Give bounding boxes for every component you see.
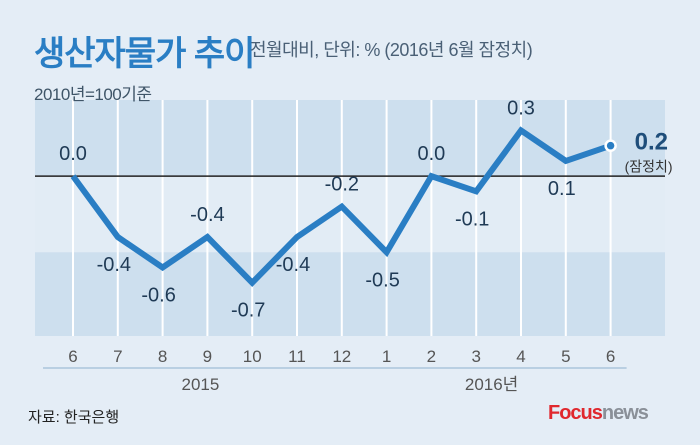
logo-part1: Focus <box>548 402 603 424</box>
series-line <box>70 126 612 287</box>
data-label: 0.0 <box>59 143 87 165</box>
data-label: -0.5 <box>365 269 399 291</box>
data-label: -0.7 <box>231 300 265 322</box>
last-point-note: (잠정치) <box>625 159 673 175</box>
source-note: 자료: 한국은행 <box>28 409 120 426</box>
x-tick-label: 1 <box>382 347 391 366</box>
x-tick-label: 12 <box>332 347 351 366</box>
x-tick-label: 10 <box>243 347 262 366</box>
x-tick-label: 2 <box>427 347 436 366</box>
data-label: 0.1 <box>548 178 576 200</box>
x-tick-label: 9 <box>203 347 212 366</box>
data-label: -0.4 <box>276 254 310 276</box>
x-tick-label: 11 <box>288 347 306 366</box>
x-tick-label: 7 <box>113 347 122 366</box>
band-lower <box>35 252 665 336</box>
chart-subtitle: 전월대비, 단위: % (2016년 6월 잠정치) <box>250 40 533 60</box>
data-label: 0.2 <box>635 129 668 156</box>
data-label: -0.2 <box>325 174 359 196</box>
year-label: 2015 <box>181 375 219 394</box>
logo-part2: news <box>601 402 649 424</box>
x-tick-label: 4 <box>516 347 525 366</box>
x-tick-label: 6 <box>68 347 77 366</box>
base-note: 2010년=100기준 <box>34 85 152 104</box>
data-label: -0.6 <box>141 284 175 306</box>
data-label: 0.0 <box>417 143 445 165</box>
data-label: -0.1 <box>455 208 489 230</box>
year-label: 2016년 <box>465 375 518 394</box>
data-label: -0.4 <box>97 254 131 276</box>
x-tick-label: 6 <box>606 347 615 366</box>
data-label: 0.3 <box>507 97 535 119</box>
band-upper <box>35 100 665 177</box>
focusnews-logo: Focusnews <box>548 402 649 425</box>
x-tick-label: 8 <box>158 347 167 366</box>
last-point-marker <box>604 139 617 152</box>
data-label: -0.4 <box>190 204 224 226</box>
x-tick-label: 3 <box>471 347 480 366</box>
chart-title: 생산자물가 추이 <box>34 35 255 73</box>
x-tick-label: 5 <box>561 347 570 366</box>
